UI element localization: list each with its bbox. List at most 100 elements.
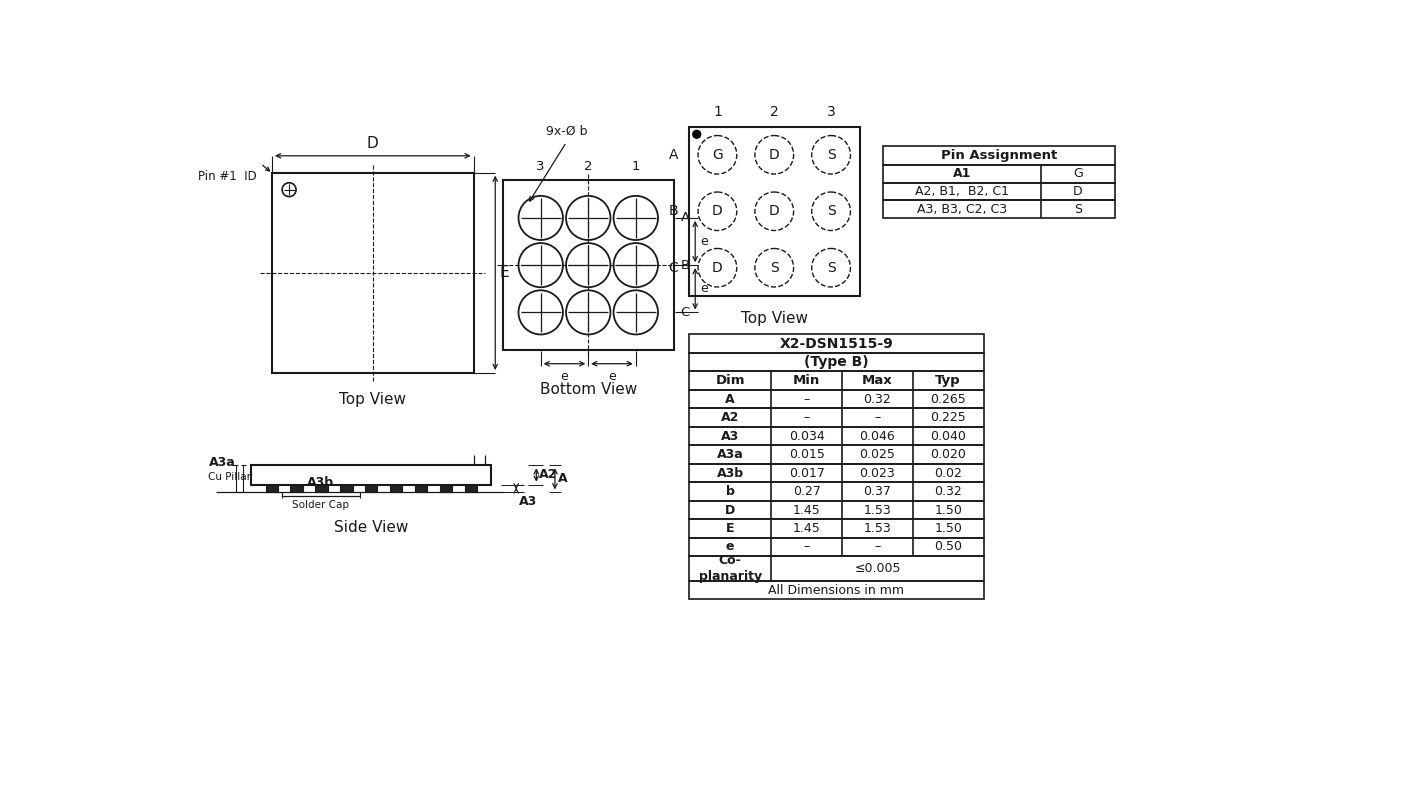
Text: Solder Cap: Solder Cap — [293, 500, 349, 510]
Bar — [883, 165, 1115, 183]
Bar — [251, 465, 491, 484]
Text: Typ: Typ — [936, 374, 961, 387]
Text: D: D — [726, 504, 736, 516]
Text: 1.45: 1.45 — [792, 522, 821, 535]
Text: 0.015: 0.015 — [790, 448, 825, 461]
Text: 3: 3 — [826, 105, 835, 119]
Text: 0.040: 0.040 — [930, 429, 966, 443]
Text: A: A — [669, 148, 679, 162]
Bar — [689, 427, 984, 445]
Bar — [689, 334, 984, 353]
Text: A: A — [680, 211, 690, 224]
Text: Top View: Top View — [741, 311, 808, 326]
Bar — [883, 146, 1115, 165]
Text: 0.37: 0.37 — [863, 485, 892, 498]
Text: D: D — [711, 261, 723, 275]
Text: A3a: A3a — [717, 448, 744, 461]
Text: e: e — [608, 370, 616, 383]
Text: 0.020: 0.020 — [930, 448, 966, 461]
Bar — [341, 484, 352, 492]
Bar — [689, 371, 984, 390]
Text: Pin #1  ID: Pin #1 ID — [199, 170, 257, 183]
Bar — [689, 501, 984, 519]
Circle shape — [692, 129, 701, 139]
Text: 3: 3 — [537, 160, 545, 172]
Text: 0.225: 0.225 — [930, 411, 966, 424]
Text: S: S — [826, 204, 835, 219]
Text: 0.017: 0.017 — [790, 467, 825, 480]
Text: Min: Min — [794, 374, 821, 387]
Text: Dim: Dim — [716, 374, 746, 387]
Bar — [689, 445, 984, 464]
Text: 1.50: 1.50 — [934, 504, 963, 516]
Text: –: – — [875, 540, 880, 554]
Text: e: e — [700, 235, 707, 248]
Bar — [440, 484, 452, 492]
Bar — [689, 464, 984, 482]
Text: e: e — [726, 540, 734, 554]
Text: (Type B): (Type B) — [804, 355, 869, 369]
Text: 1.53: 1.53 — [863, 522, 892, 535]
Text: 1.45: 1.45 — [792, 504, 821, 516]
Text: Max: Max — [862, 374, 893, 387]
Text: 0.50: 0.50 — [934, 540, 963, 554]
Text: e: e — [700, 282, 707, 295]
Text: A3b: A3b — [307, 476, 335, 489]
Bar — [415, 484, 427, 492]
Bar — [689, 581, 984, 599]
Bar — [883, 200, 1115, 218]
Bar — [689, 353, 984, 371]
Text: 0.034: 0.034 — [790, 429, 825, 443]
Text: E: E — [726, 522, 734, 535]
Text: D: D — [768, 148, 780, 162]
Text: D: D — [366, 136, 379, 151]
Text: S: S — [826, 261, 835, 275]
Text: X2-DSN1515-9: X2-DSN1515-9 — [780, 337, 893, 350]
Text: Side View: Side View — [334, 520, 409, 535]
Bar — [689, 127, 859, 296]
Bar — [689, 538, 984, 556]
Bar — [689, 482, 984, 501]
Text: S: S — [770, 261, 778, 275]
Text: 0.32: 0.32 — [934, 485, 961, 498]
Text: A: A — [558, 472, 568, 485]
Text: Bottom View: Bottom View — [540, 382, 638, 397]
Text: ≤0.005: ≤0.005 — [855, 562, 900, 575]
Text: E: E — [498, 266, 508, 280]
Text: A3: A3 — [520, 495, 538, 508]
Text: All Dimensions in mm: All Dimensions in mm — [768, 583, 905, 597]
Text: 0.27: 0.27 — [792, 485, 821, 498]
Text: 0.265: 0.265 — [930, 393, 966, 405]
Bar — [291, 484, 302, 492]
Text: –: – — [804, 393, 809, 405]
Text: 2: 2 — [770, 105, 778, 119]
Text: B: B — [680, 259, 690, 271]
Text: Top View: Top View — [339, 392, 406, 407]
Text: 0.32: 0.32 — [863, 393, 892, 405]
Text: 1: 1 — [632, 160, 640, 172]
Text: Cu Pillar: Cu Pillar — [209, 472, 251, 481]
Text: A2: A2 — [721, 411, 740, 424]
Bar — [464, 484, 477, 492]
Text: 0.02: 0.02 — [934, 467, 963, 480]
Bar — [689, 519, 984, 538]
Text: 1: 1 — [713, 105, 721, 119]
Text: A3: A3 — [721, 429, 740, 443]
Text: 1.53: 1.53 — [863, 504, 892, 516]
Text: C: C — [669, 261, 679, 275]
Text: –: – — [804, 540, 809, 554]
Text: 2: 2 — [584, 160, 592, 172]
Bar — [365, 484, 378, 492]
Text: D: D — [711, 204, 723, 219]
Text: A: A — [726, 393, 736, 405]
Text: 0.025: 0.025 — [859, 448, 896, 461]
Text: D: D — [768, 204, 780, 219]
Text: b: b — [726, 485, 734, 498]
Bar — [689, 390, 984, 409]
Text: Pin Assignment: Pin Assignment — [941, 149, 1056, 162]
Text: A3, B3, C2, C3: A3, B3, C2, C3 — [917, 203, 1007, 215]
Text: S: S — [1074, 203, 1082, 215]
Bar — [689, 409, 984, 427]
Bar — [391, 484, 402, 492]
Text: –: – — [804, 411, 809, 424]
